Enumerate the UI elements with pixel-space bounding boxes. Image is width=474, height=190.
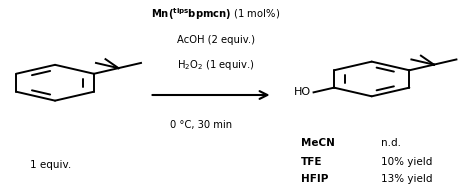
- Text: TFE: TFE: [301, 157, 322, 167]
- Text: HO: HO: [294, 87, 311, 97]
- Text: 1 equiv.: 1 equiv.: [30, 160, 71, 170]
- Text: 10% yield: 10% yield: [381, 157, 432, 167]
- Text: n.d.: n.d.: [381, 138, 401, 148]
- Text: AcOH (2 equiv.): AcOH (2 equiv.): [177, 35, 255, 45]
- Text: 0 °C, 30 min: 0 °C, 30 min: [171, 120, 233, 130]
- Text: 13% yield: 13% yield: [381, 174, 433, 184]
- Text: H$_2$O$_2$ (1 equiv.): H$_2$O$_2$ (1 equiv.): [177, 58, 255, 72]
- Text: $\mathbf{Mn(^{tips}bpmcn)}$ (1 mol%): $\mathbf{Mn(^{tips}bpmcn)}$ (1 mol%): [151, 6, 280, 22]
- Text: MeCN: MeCN: [301, 138, 335, 148]
- Text: HFIP: HFIP: [301, 174, 328, 184]
